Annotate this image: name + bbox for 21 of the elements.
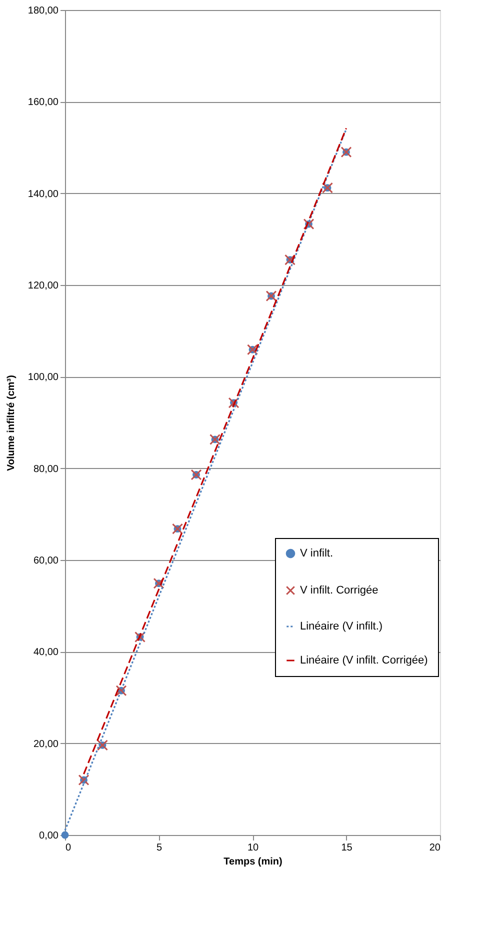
y-tick-label: 60,00 <box>33 556 59 566</box>
y-tick-label: 40,00 <box>33 647 59 658</box>
y-tick-label: 180,00 <box>28 6 59 16</box>
legend-label: Linéaire (V infilt. Corrigée) <box>300 654 428 666</box>
y-tick-label: 80,00 <box>33 464 59 475</box>
legend-label: V infilt. <box>300 548 334 560</box>
legend-label: V infilt. Corrigée <box>300 584 378 596</box>
x-tick-label: 5 <box>156 842 162 854</box>
x-tick-label: 15 <box>341 842 353 854</box>
y-tick-label: 100,00 <box>28 372 59 384</box>
x-tick-label: 10 <box>247 842 259 854</box>
y-tick-label: 160,00 <box>28 97 59 108</box>
y-tick-label: 0,00 <box>39 830 59 842</box>
y-tick-label: 120,00 <box>28 280 59 292</box>
x-axis-title: Temps (min) <box>224 856 282 868</box>
y-axis-title: Volume infiltré (cm³) <box>6 375 17 471</box>
x-tick-label: 20 <box>429 842 441 854</box>
y-tick-label: 20,00 <box>33 738 59 750</box>
y-tick-label: 140,00 <box>28 188 59 200</box>
x-tick-label: 0 <box>66 842 72 854</box>
legend-label: Linéaire (V infilt.) <box>300 620 383 632</box>
